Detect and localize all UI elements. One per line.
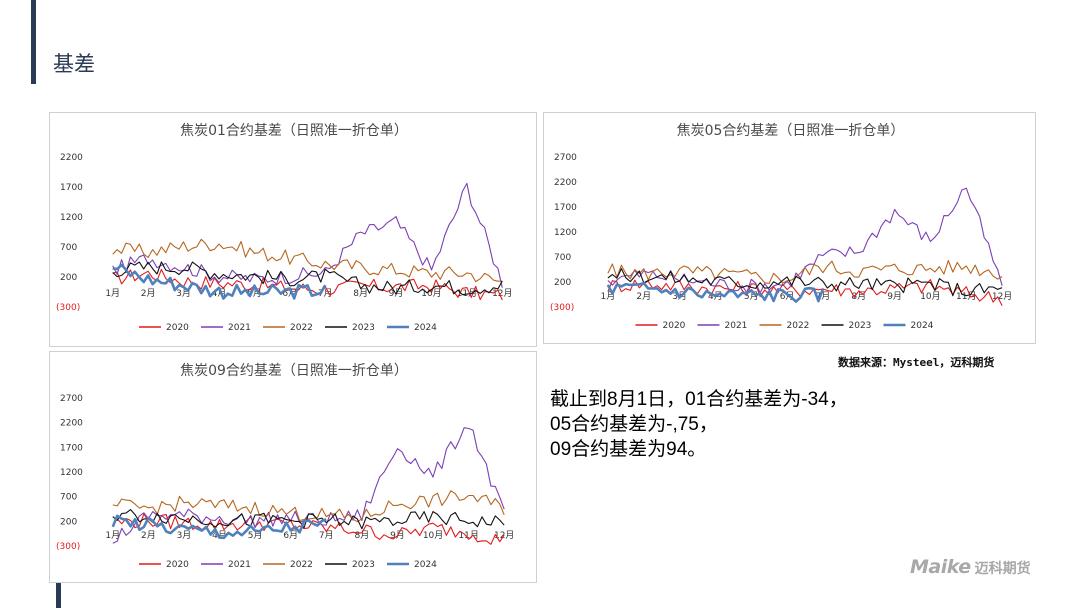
x-tick-label: 1月	[105, 288, 120, 299]
logo-chinese: 迈科期货	[974, 561, 1031, 577]
x-tick-label: 6月	[780, 291, 795, 302]
x-tick-label: 10月	[423, 530, 443, 541]
series-line-2024	[111, 514, 327, 540]
x-tick-label: 8月	[851, 291, 866, 302]
y-tick-label: (300)	[56, 303, 80, 313]
x-tick-label: 10月	[421, 288, 441, 299]
x-tick-label: 11月	[457, 288, 477, 299]
chart-panel-01: 焦炭01合约基差（日照准一折仓单） 2200 1700 1200 700 200 (300)…	[49, 112, 537, 347]
x-tick-label: 5月	[744, 291, 759, 302]
legend-label: 2020	[663, 321, 686, 331]
legend-label: 2021	[228, 560, 251, 570]
legend-label: 2024	[414, 323, 437, 333]
y-tick-label: 1200	[60, 468, 83, 478]
series-line-2022	[607, 259, 1003, 284]
y-tick-label: (300)	[550, 303, 574, 313]
series-line-2021	[112, 182, 503, 288]
chart-title: 焦炭05合约基差（日照准一折仓单）	[677, 122, 905, 139]
summary-line: 09合约基差为94。	[550, 439, 707, 460]
x-tick-label: 4月	[212, 288, 227, 299]
y-tick-label: 700	[60, 493, 77, 503]
y-tick-label: 1200	[554, 228, 577, 238]
x-tick-label: 7月	[816, 291, 831, 302]
x-tick-label: 3月	[177, 530, 192, 541]
x-tick-label: 2月	[636, 291, 651, 302]
data-source-note: 数据来源：Mysteel，迈科期货	[838, 356, 995, 369]
x-tick-label: 8月	[355, 530, 370, 541]
legend-label: 2023	[352, 560, 375, 570]
series-line-2022	[112, 490, 505, 523]
legend-label: 2021	[228, 323, 251, 333]
series-line-2020	[112, 513, 505, 545]
y-tick-label: 2200	[60, 419, 83, 429]
y-tick-label: 2700	[554, 153, 577, 163]
y-tick-label: 2200	[60, 153, 83, 163]
y-tick-label: 1700	[60, 183, 83, 193]
series-line-2023	[607, 268, 1003, 297]
legend-label: 2024	[911, 321, 934, 331]
x-tick-label: 12月	[492, 288, 512, 299]
y-tick-label: 700	[60, 243, 77, 253]
y-tick-label: (300)	[56, 542, 80, 552]
x-tick-label: 5月	[248, 530, 263, 541]
y-tick-label: 200	[60, 517, 77, 527]
y-tick-label: 200	[60, 273, 77, 283]
x-tick-label: 8月	[353, 288, 368, 299]
chart-title: 焦炭01合约基差（日照准一折仓单）	[180, 122, 408, 139]
x-tick-label: 6月	[283, 530, 298, 541]
legend-label: 2021	[725, 321, 748, 331]
accent-bar	[31, 0, 36, 84]
chart-01: 焦炭01合约基差（日照准一折仓单） 2200 1700 1200 700 200 (300)…	[56, 122, 513, 333]
y-tick-label: 1700	[554, 203, 577, 213]
basis-summary: 截止到8月1日，01合约基差为-34， 05合约基差为-,75， 09合约基差为…	[550, 387, 848, 462]
accent-bar-bottom	[56, 578, 61, 608]
legend-label: 2022	[290, 560, 313, 570]
legend-label: 2022	[787, 321, 810, 331]
x-tick-label: 11月	[956, 291, 976, 302]
legend-label: 2023	[352, 323, 375, 333]
x-tick-label: 7月	[318, 288, 333, 299]
x-tick-label: 9月	[887, 291, 902, 302]
x-tick-label: 1月	[105, 530, 120, 541]
legend-label: 2024	[414, 560, 437, 570]
y-tick-label: 1700	[60, 443, 83, 453]
legend-label: 2020	[166, 560, 189, 570]
x-tick-label: 7月	[319, 530, 334, 541]
chart-05: 焦炭05合约基差（日照准一折仓单） 2700 2200 1700 1200 700 200 (…	[550, 122, 1012, 331]
maike-logo: Maike 迈科期货	[910, 556, 1031, 578]
y-tick-label: 2200	[554, 178, 577, 188]
x-tick-label: 2月	[141, 530, 156, 541]
legend-label: 2022	[290, 323, 313, 333]
x-tick-label: 11月	[458, 530, 478, 541]
y-tick-label: 1200	[60, 213, 83, 223]
chart-panel-09: 焦炭09合约基差（日照准一折仓单） 2700 2200 1700 1200 700 200 (…	[49, 351, 537, 583]
chart-panel-05: 焦炭05合约基差（日照准一折仓单） 2700 2200 1700 1200 700 200 (…	[543, 112, 1036, 344]
x-tick-label: 3月	[176, 288, 191, 299]
legend-label: 2023	[849, 321, 872, 331]
x-tick-label: 2月	[141, 288, 156, 299]
chart-title: 焦炭09合约基差（日照准一折仓单）	[180, 362, 408, 379]
y-tick-label: 200	[554, 278, 571, 288]
chart-09: 焦炭09合约基差（日照准一折仓单） 2700 2200 1700 1200 700 200 (…	[56, 362, 514, 570]
logo-latin: Maike	[910, 556, 971, 578]
x-tick-label: 1月	[601, 291, 616, 302]
series-line-2020	[607, 279, 1003, 307]
legend-label: 2020	[166, 323, 189, 333]
series-line-2024	[606, 281, 825, 303]
x-tick-label: 6月	[282, 288, 297, 299]
y-tick-label: 2700	[60, 394, 83, 404]
series-line-2024	[112, 263, 327, 300]
series-line-2022	[112, 238, 503, 283]
series-line-2023	[112, 509, 505, 530]
x-tick-label: 10月	[920, 291, 940, 302]
page-title: 基差	[53, 52, 95, 76]
series-line-2020	[112, 268, 503, 301]
summary-line: 截止到8月1日，01合约基差为-34，	[550, 389, 848, 410]
series-line-2023	[112, 261, 503, 296]
x-tick-label: 5月	[247, 288, 262, 299]
y-tick-label: 700	[554, 253, 571, 263]
summary-line: 05合约基差为-,75，	[550, 414, 718, 435]
x-tick-label: 12月	[992, 291, 1012, 302]
